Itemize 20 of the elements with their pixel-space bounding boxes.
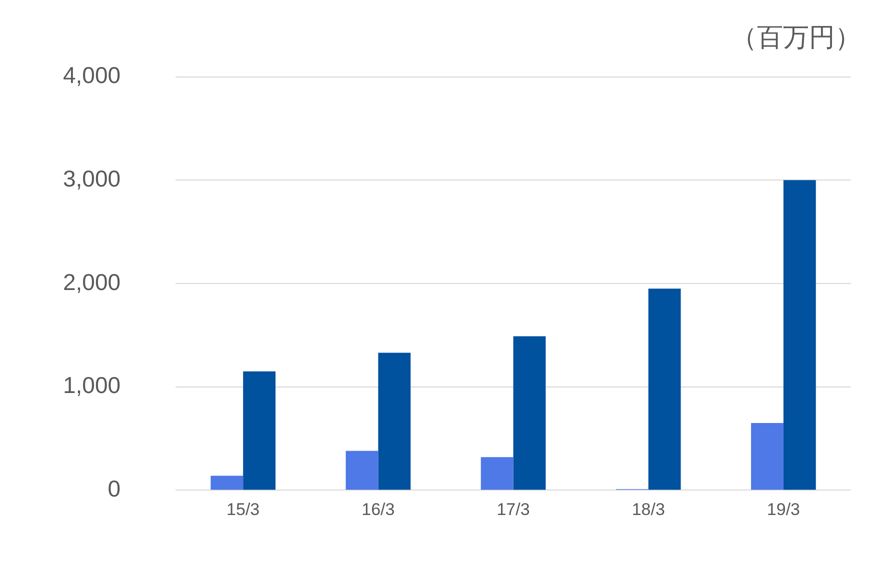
y-tick-label: 4,000 <box>62 62 121 88</box>
y-tick-label: 2,000 <box>62 268 121 295</box>
y-tick-label: 1,000 <box>62 372 121 398</box>
y-tick-label: 3,000 <box>62 165 121 192</box>
bar <box>783 180 816 490</box>
x-tick-label: 19/3 <box>766 500 800 520</box>
x-tick-label: 15/3 <box>226 500 260 520</box>
bar <box>210 476 244 490</box>
bar <box>243 371 276 490</box>
y-tick-label: 0 <box>108 476 121 502</box>
x-tick-label: 16/3 <box>362 500 395 520</box>
bar <box>513 336 546 490</box>
y-axis-title: （百万円） <box>731 22 861 55</box>
bar <box>378 352 411 490</box>
x-tick-label: 17/3 <box>496 500 530 520</box>
bar <box>346 450 378 490</box>
bar <box>751 423 784 490</box>
bar <box>648 288 681 490</box>
x-tick-label: 18/3 <box>632 500 665 520</box>
bar <box>480 457 514 490</box>
